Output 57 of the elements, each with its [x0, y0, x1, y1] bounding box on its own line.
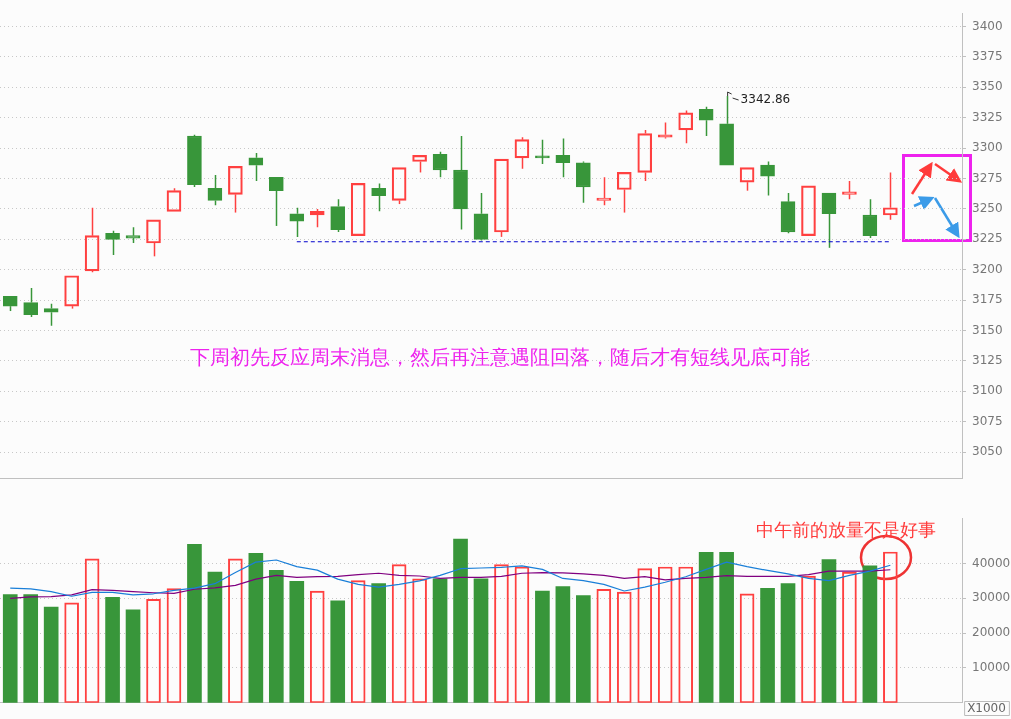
- bar: [268, 570, 284, 703]
- bar: [576, 595, 591, 703]
- y-tick-label: 3125: [972, 353, 1003, 368]
- y-tick-label: 3300: [972, 140, 1003, 155]
- bar: [719, 552, 734, 703]
- bar: [698, 552, 714, 703]
- y-tick-label: 10000: [972, 660, 1011, 675]
- bar: [371, 583, 386, 703]
- y-tick-label: 3150: [972, 322, 1003, 337]
- annotation: 中午前的放量不是好事: [756, 518, 936, 540]
- y-tick-label: 3350: [972, 79, 1003, 94]
- bar: [23, 594, 39, 703]
- bar: [187, 543, 202, 703]
- bar: [289, 580, 305, 703]
- bar: [105, 596, 120, 703]
- bar: [432, 578, 448, 703]
- y-axis-title: X1000: [967, 701, 1006, 716]
- y-tick-label: 40000: [972, 555, 1011, 570]
- candlestick: [105, 230, 120, 256]
- y-tick-label: 3100: [972, 383, 1003, 398]
- y-tick-label: 20000: [972, 625, 1011, 640]
- candlestick: [289, 206, 305, 238]
- annotation: 3342.86: [740, 92, 791, 107]
- candlestick: [371, 182, 386, 213]
- bar: [453, 538, 468, 703]
- bar: [207, 571, 223, 703]
- candlestick: [555, 137, 571, 179]
- bar: [780, 583, 796, 703]
- y-tick-label: 3225: [972, 231, 1003, 246]
- y-tick-label: 30000: [972, 590, 1011, 605]
- y-tick-label: 3375: [972, 49, 1003, 64]
- bar: [125, 609, 141, 703]
- candlestick: [821, 192, 837, 249]
- bar: [555, 586, 571, 703]
- bar: [760, 587, 775, 703]
- y-tick-label: 3200: [972, 261, 1003, 276]
- y-tick-label: 3275: [972, 170, 1003, 185]
- y-tick-label: 3050: [972, 444, 1003, 459]
- bar: [473, 578, 489, 703]
- bar: [43, 606, 59, 703]
- y-tick-label: 3175: [972, 292, 1003, 307]
- y-tick-label: 3075: [972, 413, 1003, 428]
- annotation: 下周初先反应周末消息，然后再注意遇阻回落，随后才有短线见底可能: [190, 345, 810, 370]
- candlestick: [453, 135, 468, 231]
- bar: [535, 590, 550, 703]
- candlestick: [719, 95, 734, 166]
- bar: [330, 600, 346, 703]
- bar: [862, 565, 878, 703]
- y-tick-label: 3400: [972, 18, 1003, 33]
- bar: [248, 553, 264, 703]
- candlestick: [473, 192, 489, 240]
- bar: [2, 594, 18, 703]
- y-tick-label: 3250: [972, 201, 1003, 216]
- candlestick: [862, 198, 878, 239]
- candlestick: [248, 152, 264, 182]
- y-tick-label: 3325: [972, 109, 1003, 124]
- bar: [821, 559, 837, 703]
